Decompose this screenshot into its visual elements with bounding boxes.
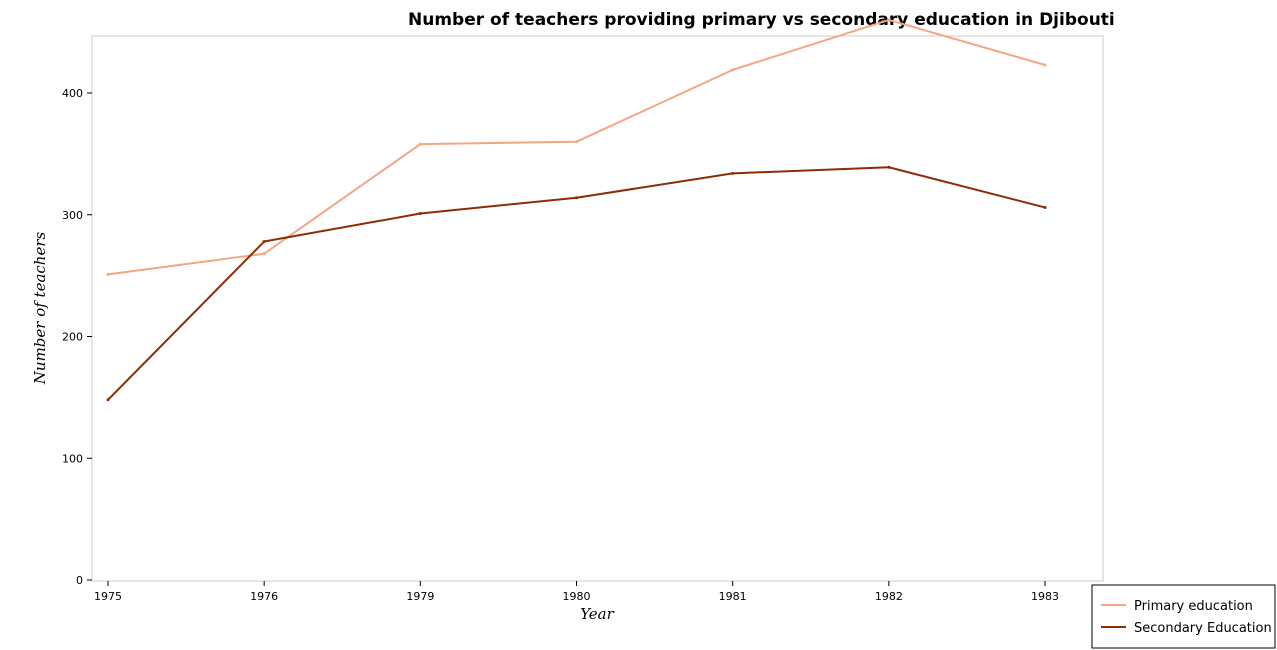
y-tick-label: 400 — [62, 87, 83, 100]
data-point — [575, 140, 578, 144]
data-point — [418, 212, 422, 216]
y-tick-label: 300 — [62, 209, 83, 222]
data-point — [887, 18, 891, 22]
x-tick-label: 1981 — [719, 590, 747, 603]
data-point — [575, 196, 578, 200]
x-tick-label: 1980 — [563, 590, 591, 603]
legend-label: Secondary Education — [1134, 621, 1272, 636]
data-point — [262, 240, 266, 244]
data-point — [1043, 205, 1047, 209]
x-tick-label: 1979 — [406, 590, 434, 603]
y-tick-label: 0 — [76, 574, 83, 587]
plot-area — [91, 35, 1104, 582]
x-axis: 1975 1976 1979 1980 1981 1982 1983 — [94, 581, 1059, 603]
data-point — [887, 165, 891, 169]
data-point — [731, 68, 735, 72]
x-tick-label: 1982 — [875, 590, 903, 603]
y-axis: 0 100 200 300 400 — [62, 87, 92, 587]
data-point — [731, 171, 735, 175]
y-axis-label: Number of teachers — [31, 231, 49, 385]
legend: Primary education Secondary Education — [1091, 584, 1276, 649]
data-point — [1043, 63, 1047, 67]
data-point — [106, 272, 110, 276]
legend-box — [1091, 584, 1276, 649]
x-axis-label: Year — [580, 605, 614, 623]
x-tick-label: 1983 — [1031, 590, 1059, 603]
chart-title: Number of teachers providing primary vs … — [408, 10, 1115, 30]
legend-label: Primary education — [1134, 599, 1253, 614]
x-tick-label: 1975 — [94, 590, 122, 603]
data-point — [106, 398, 110, 402]
data-point — [262, 252, 266, 256]
series-primary — [106, 18, 1047, 276]
x-tick-label: 1976 — [250, 590, 278, 603]
series-layer — [106, 18, 1047, 402]
y-tick-label: 200 — [62, 331, 83, 344]
series-secondary — [106, 165, 1047, 402]
data-point — [418, 142, 422, 146]
y-tick-label: 100 — [62, 452, 83, 465]
